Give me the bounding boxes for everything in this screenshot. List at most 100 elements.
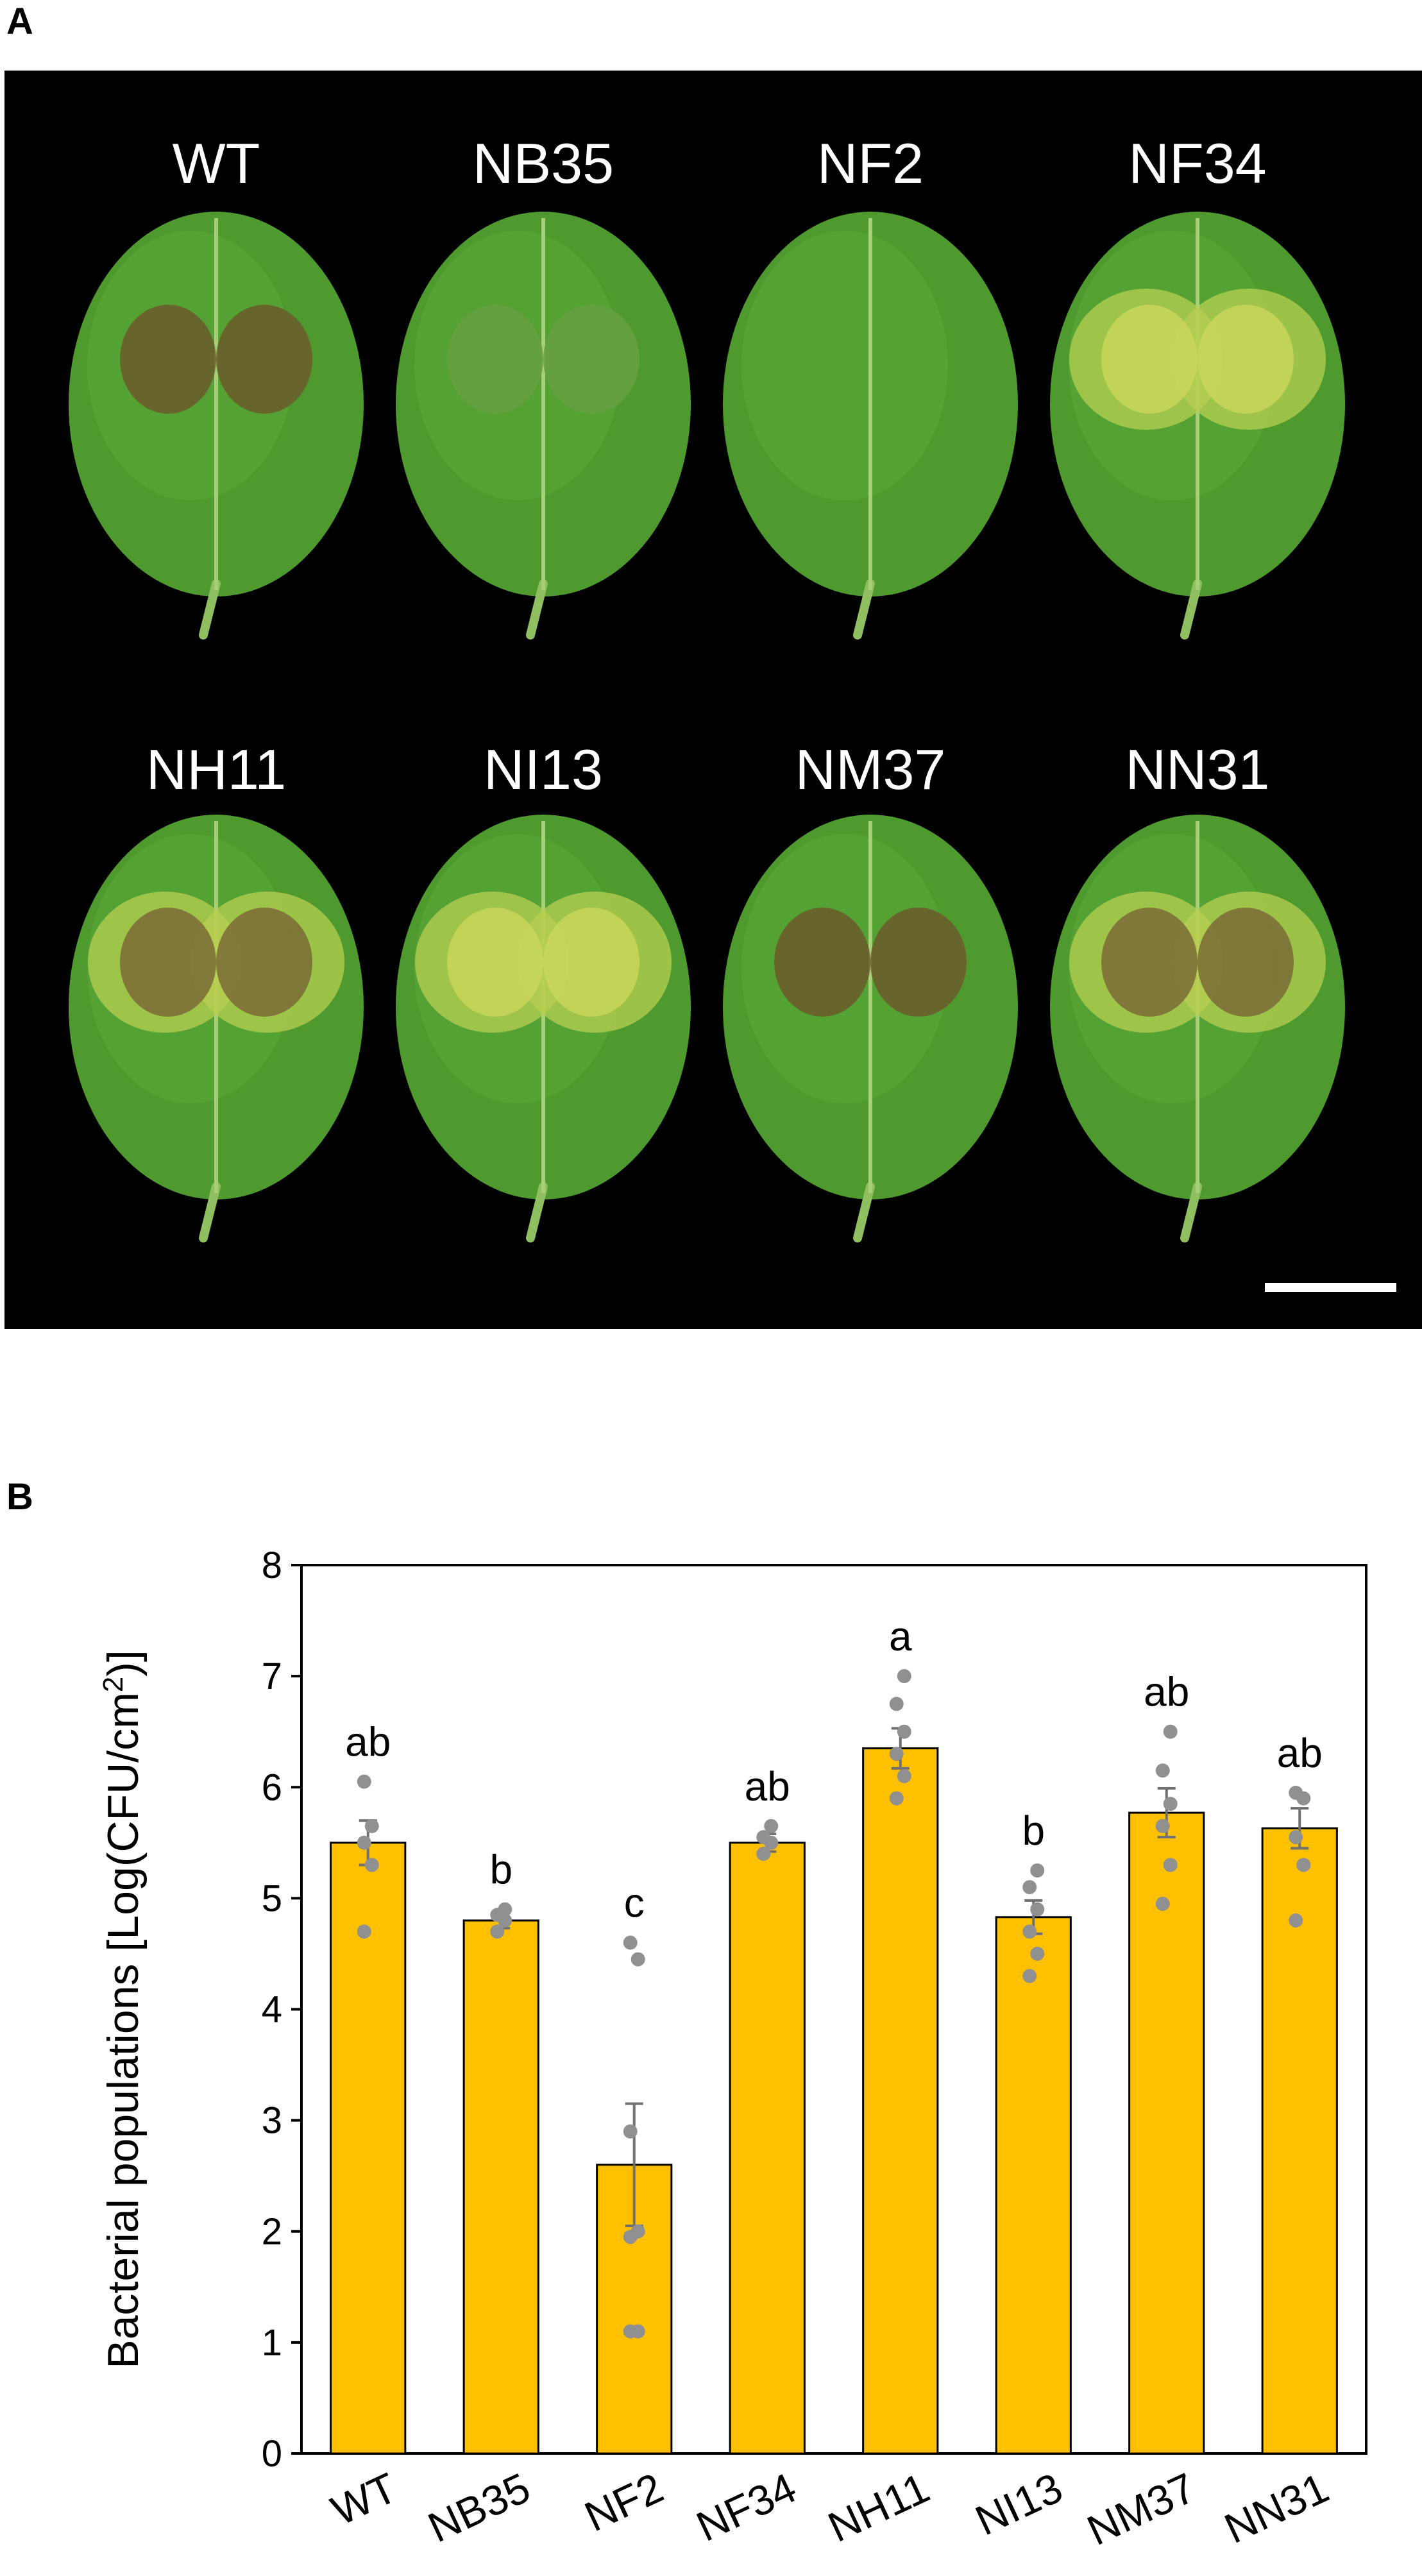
leaf-nf34: NF34 [1050,131,1345,640]
lesion-spot [120,908,216,1017]
bar-wt [330,1842,407,2455]
significance-label: c [624,1880,645,1926]
bar-nm37 [1128,1811,1205,2455]
data-point [364,1858,379,1872]
data-point [357,1774,371,1789]
data-point [364,1818,379,1833]
lesion-spot [543,908,639,1017]
scale-bar [1265,1283,1396,1292]
data-point [897,1768,911,1783]
y-tick-label: 0 [262,2433,282,2475]
data-point [1296,1858,1311,1872]
leaf-wt: WT [69,131,364,640]
significance-label: ab [1144,1669,1189,1715]
data-point [1030,1946,1045,1961]
category-label: NI13 [969,2464,1070,2545]
significance-label: ab [1277,1730,1323,1776]
leaf-label: NN31 [1126,738,1270,801]
data-point [889,1791,904,1806]
data-point [889,1747,904,1761]
category-label: WT [324,2464,403,2534]
data-point [498,1902,512,1917]
leaf-petiole [526,1182,548,1242]
category-label: NF2 [577,2464,670,2541]
data-point [1289,1830,1303,1845]
data-point [357,1835,371,1850]
lesion-spot [774,908,870,1017]
panel-a-letter: A [6,1,33,42]
data-point [490,1924,505,1939]
data-point [756,1847,771,1861]
bar-nb35 [462,1919,539,2455]
data-point [1022,1924,1037,1939]
significance-label: a [889,1613,912,1659]
data-point [631,2224,645,2239]
data-point [1163,1724,1178,1739]
lesion-spot [120,305,216,414]
lesion-spot [543,305,639,414]
bacterial-population-chart: 0 1 2 3 4 5 6 7 8 Bacterial populations [Log(CFU/… [97,1545,1367,2554]
leaf-petiole [853,579,875,640]
leaf-nm37: NM37 [723,738,1018,1242]
y-tick-label: 6 [262,1767,282,1808]
data-point [897,1669,911,1684]
leaf-petiole [1180,1182,1202,1242]
leaf-nf2: NF2 [723,131,1018,640]
plot-frame [300,1564,1367,2455]
significance-label: ab [345,1719,391,1765]
leaf-nn31: NN31 [1050,738,1345,1242]
data-point [1030,1902,1045,1917]
category-label: NH11 [821,2464,936,2551]
panel-b-letter: B [6,1476,33,1518]
leaf-petiole [199,1182,221,1242]
leaf-petiole [199,579,221,640]
data-point [889,1697,904,1711]
y-axis-title: Bacterial populations [Log(CFU/cm2)] [97,1650,148,2369]
y-tick-label: 8 [262,1545,282,1586]
data-point [623,1935,638,1950]
leaf-label: NM37 [795,738,946,801]
leaf-nb35: NB35 [396,131,691,640]
bar-nf34 [729,1842,806,2455]
leaf-label: NF34 [1128,131,1266,195]
y-tick-label: 3 [262,2100,282,2142]
data-point [1155,1897,1170,1911]
leaf-label: NI13 [484,738,603,801]
lesion-spot [1198,908,1294,1017]
data-point [1155,1818,1170,1833]
data-point [1163,1797,1178,1811]
significance-label: ab [745,1763,790,1809]
y-tick-label: 7 [262,1656,282,1697]
data-point [1289,1913,1303,1928]
lesion-spot [1101,908,1198,1017]
data-point [631,2324,645,2339]
data-point [631,1952,645,1967]
significance-label: b [489,1847,512,1893]
category-label: NF34 [690,2464,804,2550]
data-point [1030,1863,1045,1878]
data-point [764,1818,779,1833]
leaf-photo-panel: WT NB35 NF2 NF34 NH11 NI13 NM37 NN31 [4,71,1422,1329]
lesion-spot [447,908,543,1017]
data-point [1022,1880,1037,1895]
data-point [357,1924,371,1939]
lesion-spot [1101,305,1198,414]
lesion-spot [1198,305,1294,414]
lesion-spot [870,908,967,1017]
leaf-petiole [853,1182,875,1242]
bar-nh11 [862,1747,939,2455]
data-point [1022,1969,1037,1983]
leaf-label: NB35 [473,131,614,195]
leaf-petiole [526,579,548,640]
data-point [1155,1763,1170,1778]
leaf-label: NH11 [146,738,286,801]
y-tick-label: 1 [262,2322,282,2364]
data-point [1289,1785,1303,1800]
leaf-ni13: NI13 [396,738,691,1242]
category-label: NB35 [421,2464,537,2552]
y-tick-label: 4 [262,1989,282,2031]
leaf-petiole [1180,579,1202,640]
leaf-highlight [741,231,948,500]
lesion-spot [447,305,543,414]
data-point [756,1830,771,1845]
